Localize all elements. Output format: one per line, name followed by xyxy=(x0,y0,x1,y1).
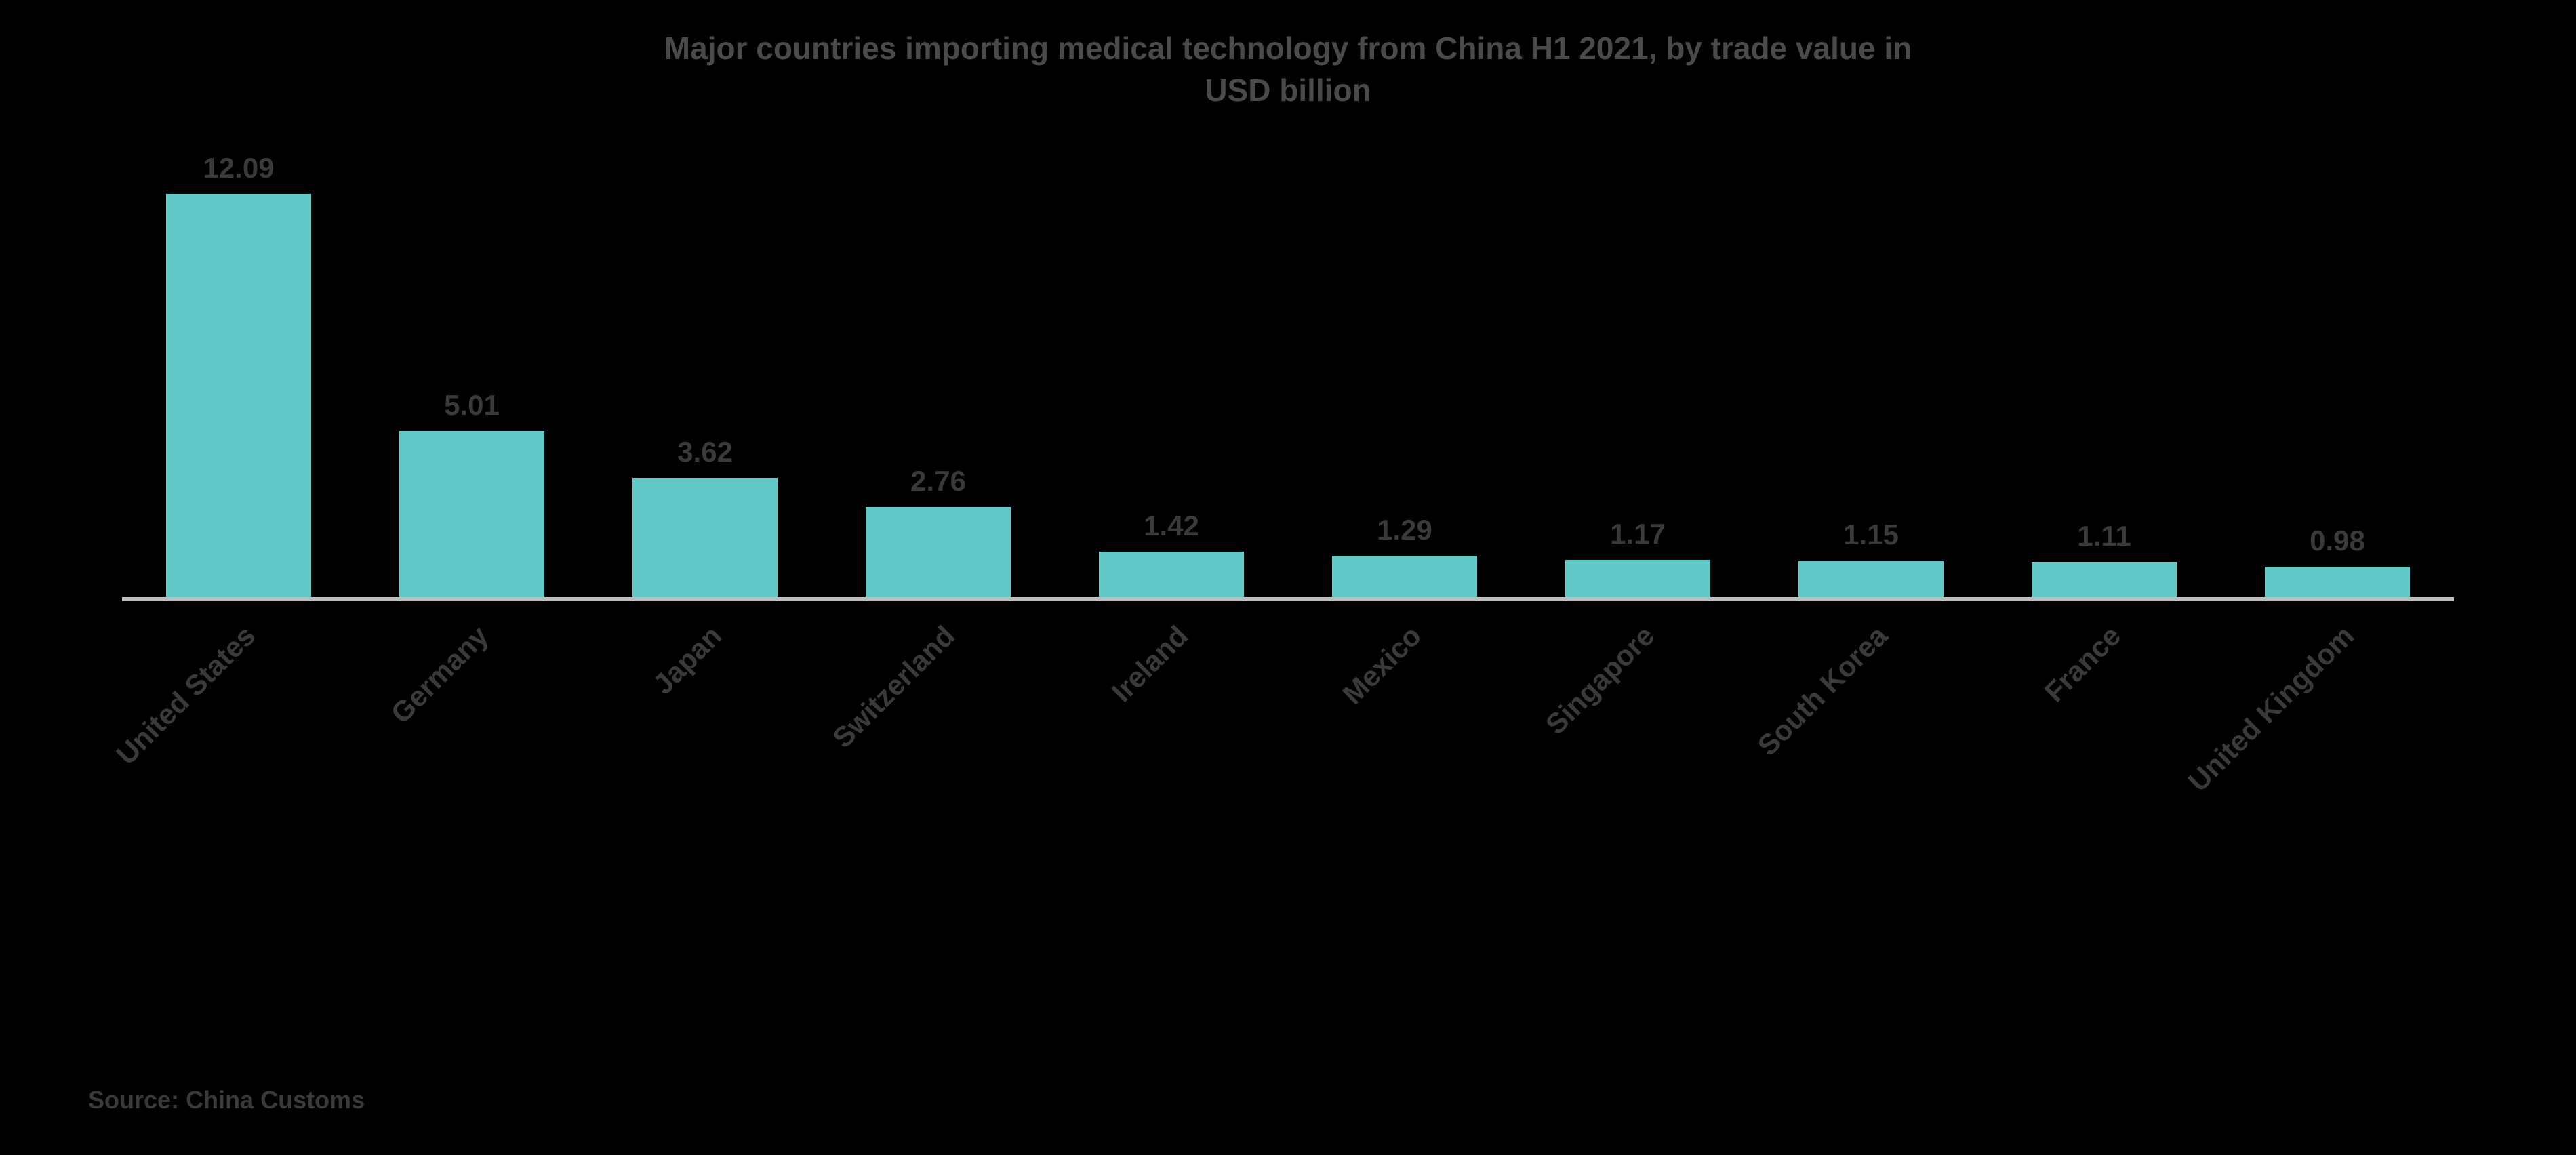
bar-value-label: 1.11 xyxy=(2077,520,2131,552)
bar xyxy=(2265,567,2409,600)
x-axis-category-label: United States xyxy=(110,620,262,771)
x-label-slot: Mexico xyxy=(1288,620,1521,972)
x-axis-category-label: Ireland xyxy=(1106,620,1194,708)
source-prefix: Source: xyxy=(88,1086,179,1114)
bar-slot: 0.98 xyxy=(2221,138,2454,599)
bar-slot: 1.42 xyxy=(1055,138,1288,599)
bar-value-label: 2.76 xyxy=(910,465,966,498)
x-axis-category-label: Singapore xyxy=(1539,620,1661,741)
bar-value-label: 3.62 xyxy=(677,436,733,468)
bar xyxy=(1332,556,1476,599)
bar-value-label: 5.01 xyxy=(444,389,500,422)
bar-value-label: 1.15 xyxy=(1843,519,1899,551)
bar-slot: 1.11 xyxy=(1988,138,2221,599)
bar-value-label: 1.17 xyxy=(1610,518,1666,550)
bars-row: 12.09 5.01 3.62 2.76 1.42 1.29 1.17 1.15 1.11 0.9… xyxy=(122,138,2454,599)
bar-value-label: 1.29 xyxy=(1377,514,1432,546)
x-axis-category-label: Switzerland xyxy=(826,620,961,754)
x-axis-category-label: South Korea xyxy=(1751,620,1893,762)
bar xyxy=(1565,560,1710,599)
bar-value-label: 12.09 xyxy=(203,152,274,184)
x-label-slot: Germany xyxy=(355,620,588,972)
chart-title-line-1: Major countries importing medical techno… xyxy=(664,31,1912,66)
x-axis-category-label: Mexico xyxy=(1336,620,1428,711)
plot-area: 12.09 5.01 3.62 2.76 1.42 1.29 1.17 1.15 1.11 0.9… xyxy=(122,138,2454,599)
bar-slot: 2.76 xyxy=(822,138,1055,599)
x-label-slot: United States xyxy=(122,620,355,972)
chart-title-line-2: USD billion xyxy=(1205,73,1371,108)
x-label-slot: France xyxy=(1988,620,2221,972)
bar-slot: 12.09 xyxy=(122,138,355,599)
bar-value-label: 0.98 xyxy=(2310,525,2365,557)
x-label-slot: South Korea xyxy=(1754,620,1988,972)
bar-value-label: 1.42 xyxy=(1144,510,1199,542)
bar xyxy=(632,478,777,599)
x-label-slot: United Kingdom xyxy=(2221,620,2454,972)
x-axis-baseline xyxy=(122,597,2454,601)
bar-slot: 5.01 xyxy=(355,138,588,599)
bar-slot: 1.15 xyxy=(1754,138,1988,599)
bar xyxy=(2032,562,2176,599)
chart-container: Major countries importing medical techno… xyxy=(81,27,2495,1128)
bar-slot: 1.17 xyxy=(1521,138,1754,599)
source-text: China Customs xyxy=(186,1086,365,1114)
x-label-slot: Ireland xyxy=(1055,620,1288,972)
x-axis-category-label: France xyxy=(2038,620,2127,708)
x-label-slot: Singapore xyxy=(1521,620,1754,972)
x-axis-labels: United States Germany Japan Switzerland Irel… xyxy=(122,620,2454,972)
bar xyxy=(1099,552,1243,599)
bar xyxy=(399,431,544,599)
chart-title: Major countries importing medical techno… xyxy=(407,27,2169,111)
x-label-slot: Japan xyxy=(588,620,822,972)
x-axis-category-label: Japan xyxy=(647,620,728,701)
bar xyxy=(866,507,1010,600)
bar xyxy=(166,194,310,599)
bar-slot: 1.29 xyxy=(1288,138,1521,599)
x-axis-category-label: Germany xyxy=(384,620,495,730)
bar xyxy=(1798,561,1943,599)
source-attribution: Source: China Customs xyxy=(88,1086,365,1114)
bar-slot: 3.62 xyxy=(588,138,822,599)
x-label-slot: Switzerland xyxy=(822,620,1055,972)
